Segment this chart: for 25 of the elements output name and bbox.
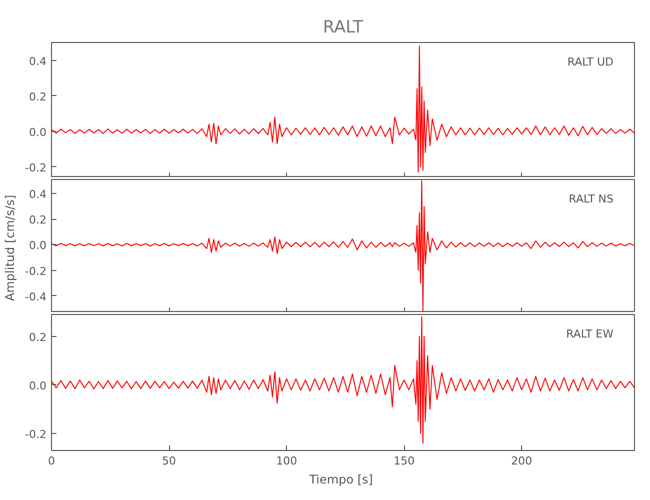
x-axis-title: Tiempo [s] [308,472,373,486]
line-series [52,46,634,173]
y-tick-label: -0.2 [25,264,47,278]
y-tick-label: -0.4 [25,290,47,304]
x-tick-label: 0 [48,454,55,468]
y-tick-label: 0.0 [29,239,47,252]
y-tick-label: 0.4 [29,54,47,68]
y-tick-label: -0.2 [25,428,47,441]
line-series [52,316,634,444]
y-axis-title: Amplitud [cm/s/s] [3,194,18,301]
y-tick-label: -0.2 [25,161,47,174]
text: RALT EW [566,328,614,340]
text: RALT UD [567,56,614,68]
x-tick-label: 200 [511,454,532,468]
x-tick-label: 150 [394,454,415,468]
y-tick-label: 0.0 [29,126,47,139]
y-tick-label: 0.2 [29,330,47,344]
y-tick-label: 0.4 [29,188,47,202]
y-tick-label: 0.2 [29,90,47,104]
text: RALT NS [568,192,614,206]
x-tick-label: 100 [276,454,298,468]
x-tick-label: 50 [162,454,176,468]
y-tick-label: 0.0 [29,379,47,392]
y-tick-label: 0.2 [29,214,47,227]
chart-title: RALT [322,18,364,38]
